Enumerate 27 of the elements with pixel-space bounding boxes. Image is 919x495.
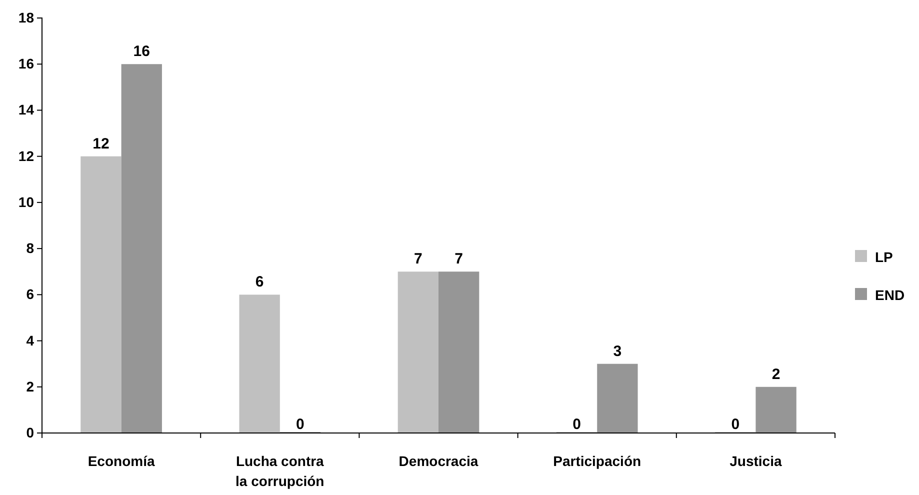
x-tick-label: Economía [88,453,155,469]
y-tick-label: 18 [18,9,34,26]
data-label: 2 [772,366,780,383]
x-tick-label: Justicia [730,453,782,469]
y-tick-label: 12 [18,148,34,164]
y-tick-label: 2 [26,378,34,394]
data-label: 7 [414,250,422,268]
data-label: 12 [92,135,110,152]
y-tick-label: 16 [18,56,34,72]
data-label: 16 [133,43,150,60]
y-tick-label: 0 [26,424,34,440]
x-tick-label: Participación [553,453,642,469]
y-tick-label: 10 [18,194,34,210]
x-tick-label: Lucha contra la corrupción [236,453,324,489]
legend-label: END [875,287,905,303]
data-label: 6 [255,274,264,291]
data-label: 0 [572,416,581,433]
x-tick-label: Democracia [398,453,478,469]
data-label: 0 [731,416,740,433]
y-tick-label: 8 [26,240,34,256]
y-tick-label: 14 [18,102,34,118]
data-label: 3 [613,342,622,360]
y-tick-label: 6 [26,286,34,302]
y-tick-label: 4 [26,332,34,348]
legend-label: LP [875,249,893,265]
data-label: 0 [296,416,304,433]
data-label: 7 [454,250,464,268]
